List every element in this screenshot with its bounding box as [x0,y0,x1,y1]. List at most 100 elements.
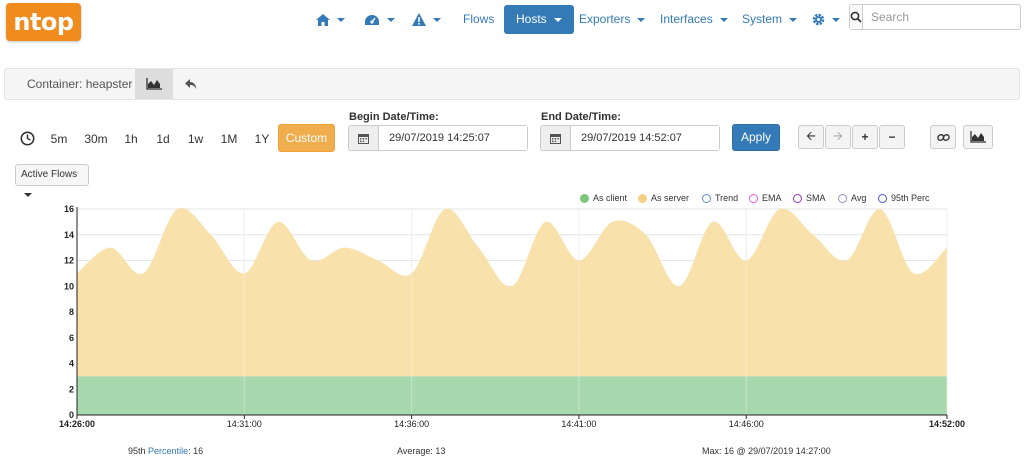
gear-icon [812,13,825,26]
y-tick-label: 2 [69,384,74,394]
legend-item-avg[interactable]: Avg [838,192,866,204]
area-chart-icon [146,78,162,90]
nav-exporters-label: Exporters [579,12,631,26]
nav-exporters[interactable]: Exporters [573,5,651,34]
arrow-right-icon: 🡪 [833,128,843,143]
nav-system[interactable]: System [736,5,803,34]
series-selector-label: Active Flows [21,169,78,180]
back-button[interactable] [185,69,197,99]
begin-datetime-input[interactable] [379,126,527,150]
x-tick-label: 14:31:00 [227,419,262,429]
period-1Y[interactable]: 1Y [254,132,270,146]
average-stat: Average: 13 [397,446,446,456]
y-tick-label: 16 [64,204,74,214]
x-tick-label: 14:52:00 [929,419,965,429]
next-period-button[interactable]: 🡪 [825,125,851,149]
chevron-down-icon [719,17,728,22]
legend-swatch [793,193,802,203]
settings-menu[interactable] [806,5,846,34]
end-datetime-input[interactable] [571,126,719,150]
alerts-menu[interactable] [406,5,447,34]
period-1M[interactable]: 1M [220,132,238,146]
y-tick-label: 4 [69,359,74,369]
dashboard-menu[interactable] [358,5,401,34]
minus-icon: − [888,130,896,144]
container-bar: Container: heapster [4,68,1020,100]
period-1w[interactable]: 1w [187,132,204,146]
chevron-down-icon [337,17,345,22]
y-tick-label: 8 [69,307,74,317]
y-tick-label: 10 [64,281,74,291]
series-selector-dropdown[interactable]: Active Flows [15,164,89,197]
max-stat: Max: 16 @ 29/07/2019 14:27:00 [702,446,831,456]
nav-hosts-label: Hosts [516,12,547,26]
legend-item-trend[interactable]: Trend [702,192,738,204]
clock-icon [20,131,35,149]
end-datetime-group [540,125,720,151]
legend-label: Trend [715,193,739,203]
calendar-icon[interactable] [541,126,571,150]
ntop-logo[interactable]: ntop [6,3,81,41]
chevron-down-icon [832,17,840,22]
begin-datetime-group [348,125,528,151]
percentile-prefix: 95th [128,446,146,456]
dashboard-icon [364,14,380,26]
y-tick-label: 6 [69,333,74,343]
nav-system-label: System [742,12,783,26]
search-box [849,4,1024,30]
permalink-button[interactable] [930,125,956,149]
arrow-left-icon: 🡨 [806,128,816,143]
zoom-out-button[interactable]: − [879,125,905,149]
search-button[interactable] [850,5,863,29]
legend-label: Avg [851,193,867,203]
chart-view-button[interactable] [135,69,173,99]
legend-item-as-client[interactable]: As client [580,192,627,204]
area-chart-icon [970,131,986,143]
x-tick-label: 14:46:00 [729,419,764,429]
y-tick-label: 12 [64,256,74,266]
legend-item-sma[interactable]: SMA [793,192,826,204]
nav-hosts[interactable]: Hosts [504,5,574,34]
zoom-in-button[interactable]: + [852,125,878,149]
nav-flows[interactable]: Flows [457,5,500,34]
x-tick-label: 14:41:00 [561,419,596,429]
chevron-down-icon [433,17,441,22]
period-30m[interactable]: 30m [84,132,108,146]
calendar-icon[interactable] [349,126,379,150]
legend-label: As server [651,193,690,203]
legend-swatch [702,193,711,203]
legend-item-95th-perc[interactable]: 95th Perc [878,192,930,204]
active-flows-chart[interactable]: 0 2 4 6 8 10 12 14 16 14:26:00 14:31:00 14:36:00 14:… [0,200,1024,440]
chevron-down-icon [553,17,562,22]
legend-swatch [749,193,758,203]
legend-item-as-server[interactable]: As server [638,192,689,204]
period-1d[interactable]: 1d [156,132,170,146]
y-tick-label: 14 [64,230,74,240]
legend-swatch [838,193,847,203]
begin-datetime-label: Begin Date/Time: [349,111,439,123]
nav-interfaces[interactable]: Interfaces [654,5,734,34]
top-navbar: ntop Flows Hosts Exporters Interfaces Sy… [0,0,1024,41]
chevron-down-icon [387,17,395,22]
nav-interfaces-label: Interfaces [660,12,713,26]
legend-item-ema[interactable]: EMA [749,192,782,204]
apply-button[interactable]: Apply [732,124,780,151]
home-menu[interactable] [310,5,351,34]
chevron-down-icon [637,17,646,22]
period-1h[interactable]: 1h [124,132,138,146]
chevron-down-icon [789,17,798,22]
container-label[interactable]: Container: heapster [27,77,133,91]
series-as-server-area [77,207,947,377]
legend-swatch [580,193,589,203]
percentile-link[interactable]: Percentile [148,446,189,456]
y-tick-label: 0 [69,410,74,420]
period-5m[interactable]: 5m [50,132,68,146]
legend-swatch [878,193,887,203]
chart-export-button[interactable] [963,125,993,149]
search-input[interactable] [863,5,1024,29]
x-tick-label: 14:36:00 [394,419,429,429]
period-custom-button[interactable]: Custom [278,124,335,152]
x-tick-label: 14:26:00 [59,419,95,429]
previous-period-button[interactable]: 🡨 [798,125,824,149]
percentile-stat: 95th Percentile: 16 [128,446,203,456]
